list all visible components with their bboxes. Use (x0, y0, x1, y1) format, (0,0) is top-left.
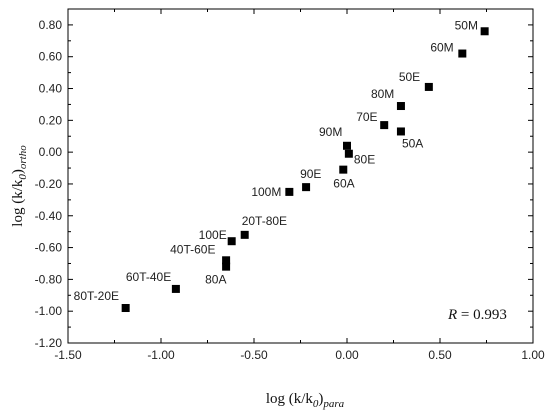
x-tick-label: 0.00 (335, 348, 359, 362)
point-label-90m: 90M (319, 125, 342, 139)
x-tick-label: -1.00 (147, 348, 175, 362)
r-symbol: R (447, 307, 457, 323)
y-axis-title-sub: ortho (17, 145, 29, 169)
y-axis-title-close: ) (10, 169, 26, 174)
point-label-70e: 70E (356, 110, 377, 124)
data-point-70e (380, 121, 389, 130)
points-layer (121, 27, 489, 313)
data-point-20t-80e (240, 230, 249, 239)
point-label-100m: 100M (251, 185, 281, 199)
data-point-80m (396, 102, 405, 111)
data-point-90m (343, 141, 351, 150)
data-point-90e (302, 183, 311, 192)
data-point-50e (424, 82, 433, 91)
x-axis-title-sub: para (322, 398, 344, 410)
point-label-20t-80e: 20T-80E (242, 214, 287, 228)
data-point-60m (458, 49, 467, 58)
y-tick-label: -0.80 (35, 272, 63, 286)
y-tick-label: -0.60 (35, 241, 63, 255)
data-point-50a (396, 127, 405, 136)
y-tick-label: 0.60 (39, 50, 63, 64)
y-tick-label: -0.20 (35, 177, 63, 191)
x-tick-label: 0.50 (428, 348, 452, 362)
data-point-100m (285, 187, 294, 196)
y-tick-label: -0.40 (35, 209, 63, 223)
point-label-80t-20e: 80T-20E (74, 289, 119, 303)
point-label-60m: 60M (430, 41, 453, 55)
point-label-40t-60e: 40T-60E (170, 242, 215, 256)
axes-layer: -1.50 -1.00 -0.50 0.00 0.50 1.00 -1.20 -1.00 -0.… (35, 8, 545, 362)
y-axis-title: log (k/k0)ortho (10, 145, 29, 227)
point-label-50a: 50A (402, 136, 423, 150)
y-tick-label: 0.20 (39, 113, 63, 127)
y-axis-title-sub0: 0 (17, 174, 29, 180)
point-label-60t-40e: 60T-40E (126, 270, 171, 284)
point-label-80e: 80E (354, 153, 375, 167)
data-point-40t-60e (222, 256, 231, 265)
data-point-60t-40e (171, 284, 180, 293)
x-axis-title: log (k/k0)para (266, 391, 345, 410)
point-label-80a: 80A (205, 273, 226, 287)
y-tick-label: -1.20 (35, 336, 63, 350)
x-axis-title-sub0: 0 (313, 398, 319, 410)
x-tick-label: 1.00 (521, 348, 545, 362)
y-tick-label: 0.40 (39, 82, 63, 96)
y-tick-label: 0.80 (39, 18, 63, 32)
y-axis-title-main: log (k/k (10, 179, 26, 227)
x-axis-title-main: log (k/k (266, 391, 314, 407)
data-point-60a (339, 165, 348, 174)
data-point-50m (480, 27, 489, 36)
point-label-80m: 80M (371, 87, 394, 101)
point-label-50e: 50E (399, 70, 420, 84)
x-tick-label: -1.50 (54, 348, 82, 362)
point-label-100e: 100E (199, 228, 227, 242)
r-value-annotation: R = 0.993 (447, 307, 507, 323)
data-point-80t-20e (121, 304, 130, 313)
data-point-80e (344, 149, 353, 158)
x-tick-label: -0.50 (240, 348, 268, 362)
data-point-100e (227, 237, 236, 246)
x-axis-title-close: ) (318, 391, 323, 407)
y-tick-label: -1.00 (35, 304, 63, 318)
point-label-90e: 90E (300, 167, 321, 181)
y-tick-label: 0.00 (39, 145, 63, 159)
data-point-80a (222, 262, 231, 271)
r-value-text: = 0.993 (457, 307, 507, 323)
point-label-60a: 60A (333, 177, 354, 191)
point-label-50m: 50M (455, 18, 478, 32)
